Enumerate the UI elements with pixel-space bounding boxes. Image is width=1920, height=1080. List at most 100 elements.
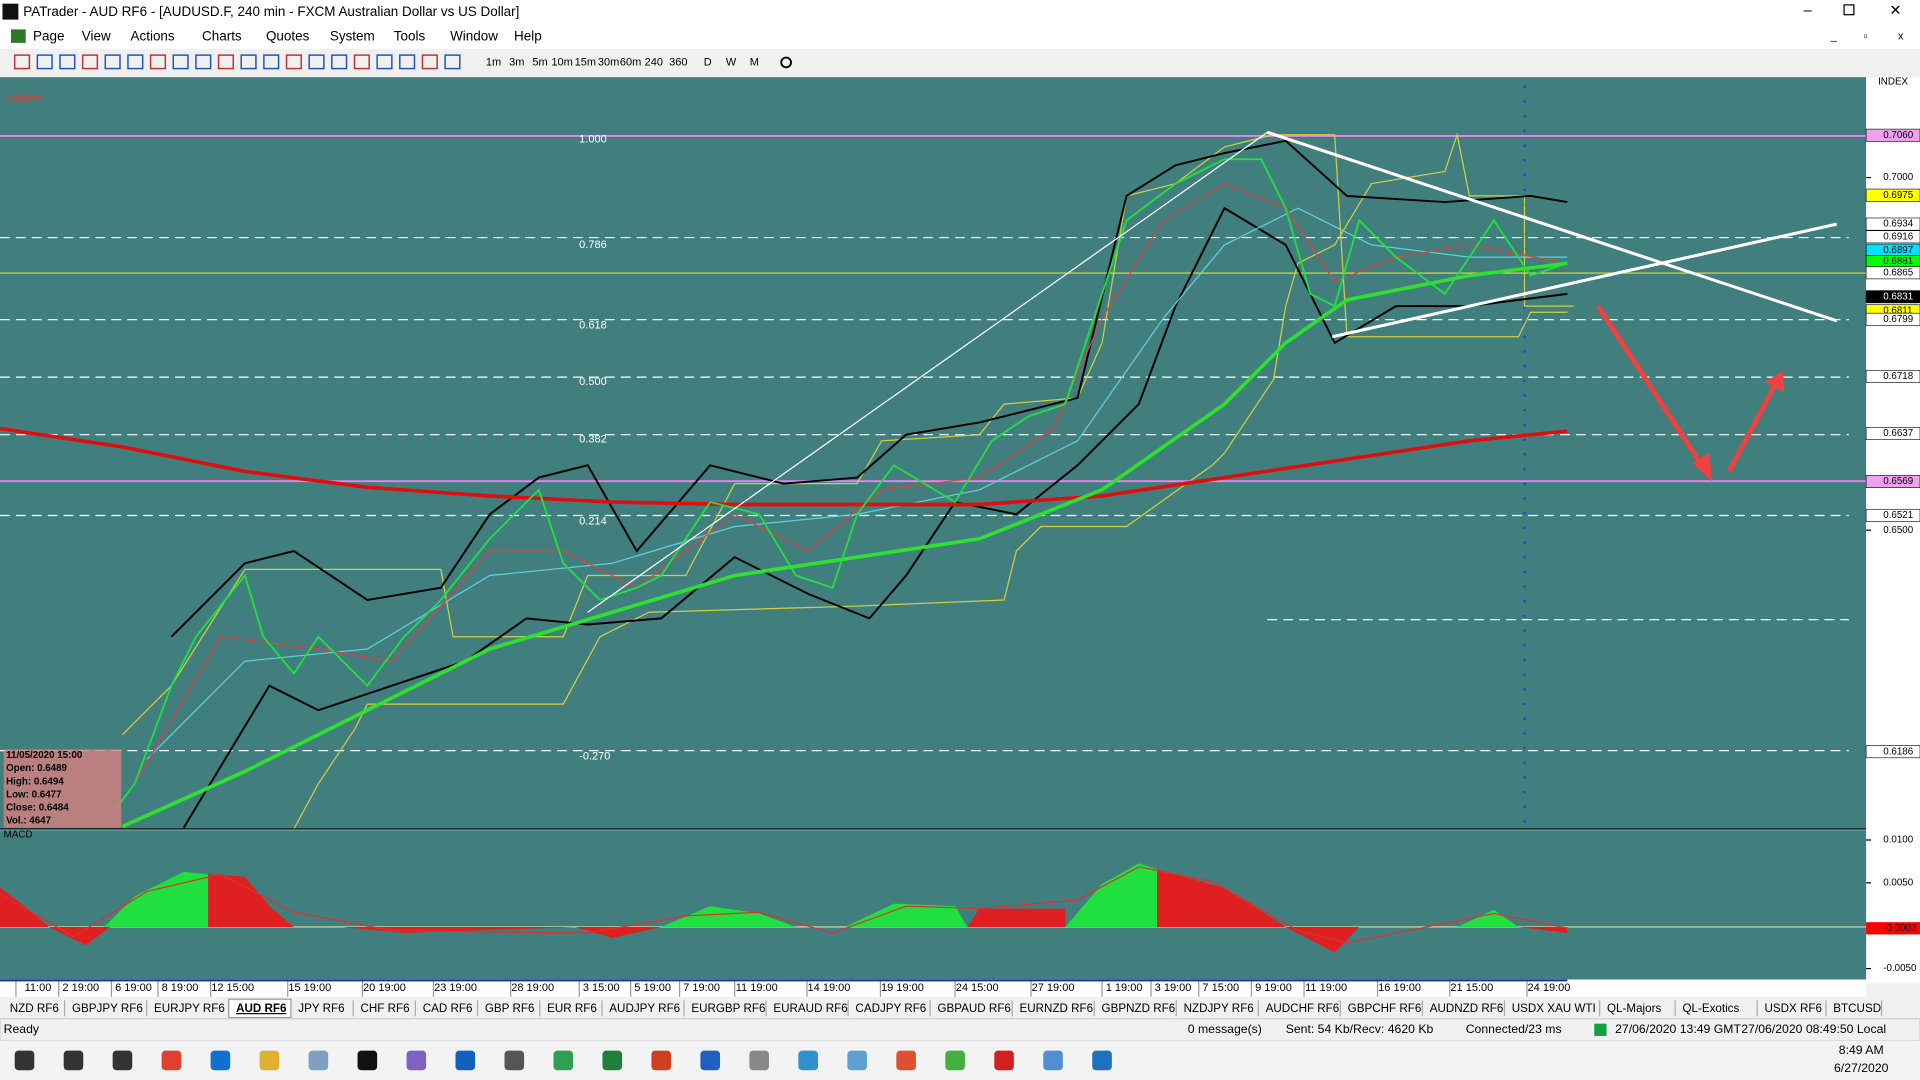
tool-icon[interactable] xyxy=(195,54,212,70)
tool-icon[interactable] xyxy=(81,54,99,70)
taskbar-icon[interactable] xyxy=(406,1050,427,1071)
tab[interactable]: CHF RF6 xyxy=(360,1002,409,1015)
tool-icon[interactable] xyxy=(217,54,235,70)
menu-item[interactable]: Quotes xyxy=(266,28,310,43)
price-highlight xyxy=(1865,188,1920,202)
tab[interactable]: GBPJPY RF6 xyxy=(72,1002,143,1015)
title-bar xyxy=(0,0,1920,25)
tab[interactable]: GBPCHF RF6 xyxy=(1348,1002,1422,1015)
tool-icon[interactable] xyxy=(444,54,461,70)
tool-icon[interactable] xyxy=(59,54,76,70)
tool-icon[interactable] xyxy=(263,54,280,70)
taskbar-icon[interactable] xyxy=(455,1050,476,1071)
tool-icon[interactable] xyxy=(104,54,121,70)
taskbar-icon[interactable] xyxy=(1092,1050,1112,1071)
tool-icon[interactable] xyxy=(399,54,416,70)
timeframe-button[interactable]: 240 xyxy=(645,56,663,68)
tool-icon[interactable] xyxy=(376,54,393,70)
tab[interactable]: NZD RF6 xyxy=(10,1002,59,1015)
price-highlight xyxy=(1865,290,1920,304)
tab[interactable]: GBPAUD RF6 xyxy=(937,1002,1010,1015)
taskbar-icon[interactable] xyxy=(602,1050,623,1071)
tab[interactable]: AUDJPY RF6 xyxy=(609,1002,680,1015)
taskbar-icon[interactable] xyxy=(1043,1050,1063,1071)
taskbar-icon[interactable] xyxy=(161,1050,182,1071)
maximize-button[interactable] xyxy=(1843,4,1855,16)
timeframe-button[interactable]: 30m xyxy=(598,56,619,68)
tab[interactable]: AUDCHF RF6 xyxy=(1266,1002,1340,1015)
taskbar-icon[interactable] xyxy=(308,1050,329,1071)
tool-icon[interactable] xyxy=(172,54,189,70)
taskbar-icon[interactable] xyxy=(14,1050,35,1071)
tab[interactable]: AUDNZD RF6 xyxy=(1430,1002,1504,1015)
taskbar-icon[interactable] xyxy=(553,1050,574,1071)
menu-item[interactable]: Page xyxy=(33,28,64,43)
taskbar-icon[interactable] xyxy=(504,1050,525,1071)
tab[interactable]: GBPNZD RF6 xyxy=(1102,1002,1176,1015)
tool-icon[interactable] xyxy=(353,54,370,70)
taskbar-icon[interactable] xyxy=(651,1050,672,1071)
taskbar-icon[interactable] xyxy=(259,1050,280,1071)
tab[interactable]: QL-Exotics xyxy=(1682,1002,1739,1015)
timeframe-button[interactable]: D xyxy=(704,56,712,68)
taskbar-icon[interactable] xyxy=(210,1050,231,1071)
taskbar-icon[interactable] xyxy=(357,1050,378,1071)
mdi-close[interactable]: x xyxy=(1898,31,1904,43)
tool-icon[interactable] xyxy=(240,54,257,70)
menu-item[interactable]: Tools xyxy=(394,28,426,43)
tab[interactable]: AUD RF6 xyxy=(236,1002,287,1015)
taskbar-icon[interactable] xyxy=(112,1050,133,1071)
taskbar-icon[interactable] xyxy=(847,1050,867,1071)
tool-icon[interactable] xyxy=(149,54,167,70)
tab[interactable]: CADJPY RF6 xyxy=(855,1002,926,1015)
tool-icon[interactable] xyxy=(421,54,438,70)
menu-item[interactable]: Window xyxy=(450,28,498,43)
tool-icon[interactable] xyxy=(36,54,53,70)
timeframe-button[interactable]: 60m xyxy=(620,56,641,68)
tool-icon[interactable] xyxy=(285,54,302,70)
tab[interactable]: QL-Majors xyxy=(1607,1002,1661,1015)
taskbar-icon[interactable] xyxy=(945,1050,965,1071)
tab[interactable]: EURAUD RF6 xyxy=(773,1002,847,1015)
timeframe-button[interactable]: 10m xyxy=(551,56,572,68)
tab[interactable]: USDX RF6 xyxy=(1764,1002,1822,1015)
menu-item[interactable]: View xyxy=(82,28,111,43)
taskbar-icon[interactable] xyxy=(700,1050,720,1071)
taskbar-icon[interactable] xyxy=(798,1050,818,1071)
menu-item[interactable]: Help xyxy=(514,28,542,43)
timeframe-button[interactable]: 3m xyxy=(509,56,524,68)
menu-item[interactable]: System xyxy=(330,28,375,43)
tab[interactable]: CAD RF6 xyxy=(423,1002,473,1015)
tool-icon[interactable] xyxy=(308,54,325,70)
timeframe-button[interactable]: 5m xyxy=(532,56,547,68)
timeframe-button[interactable]: 360 xyxy=(669,56,687,68)
taskbar-icon[interactable] xyxy=(896,1050,916,1071)
taskbar-icon[interactable] xyxy=(63,1050,84,1071)
tool-icon[interactable] xyxy=(331,54,348,70)
timeframe-button[interactable]: 1m xyxy=(486,56,501,68)
minimize-button[interactable]: – xyxy=(1804,3,1813,19)
tab[interactable]: EURGBP RF6 xyxy=(691,1002,765,1015)
mdi-restore[interactable]: ▫ xyxy=(1864,31,1868,43)
mdi-minimize[interactable]: _ xyxy=(1830,31,1838,43)
tab[interactable]: USDX XAU WTI xyxy=(1512,1002,1596,1015)
timeframe-button[interactable]: M xyxy=(750,56,759,68)
close-button[interactable]: ✕ xyxy=(1889,3,1901,19)
tab[interactable]: EURJPY RF6 xyxy=(154,1002,225,1015)
menu-item[interactable]: Charts xyxy=(202,28,242,43)
taskbar-icon[interactable] xyxy=(994,1050,1014,1071)
tool-icon[interactable] xyxy=(13,54,31,70)
tab[interactable]: EURNZD RF6 xyxy=(1020,1002,1094,1015)
timeframe-button[interactable]: W xyxy=(726,56,737,68)
tab[interactable]: GBP RF6 xyxy=(485,1002,535,1015)
status-local: 27/06/2020 08:49:50 Local xyxy=(1741,1022,1886,1036)
timeframe-button[interactable]: 15m xyxy=(575,56,596,68)
tool-icon[interactable] xyxy=(127,54,144,70)
tab[interactable]: JPY RF6 xyxy=(298,1002,344,1015)
menu-item[interactable]: Actions xyxy=(131,28,175,43)
tab[interactable]: NZDJPY RF6 xyxy=(1184,1002,1254,1015)
tab[interactable]: BTCUSD xyxy=(1833,1002,1881,1015)
taskbar-icon[interactable] xyxy=(749,1050,769,1071)
clock-button[interactable] xyxy=(780,56,792,69)
tab[interactable]: EUR RF6 xyxy=(547,1002,597,1015)
